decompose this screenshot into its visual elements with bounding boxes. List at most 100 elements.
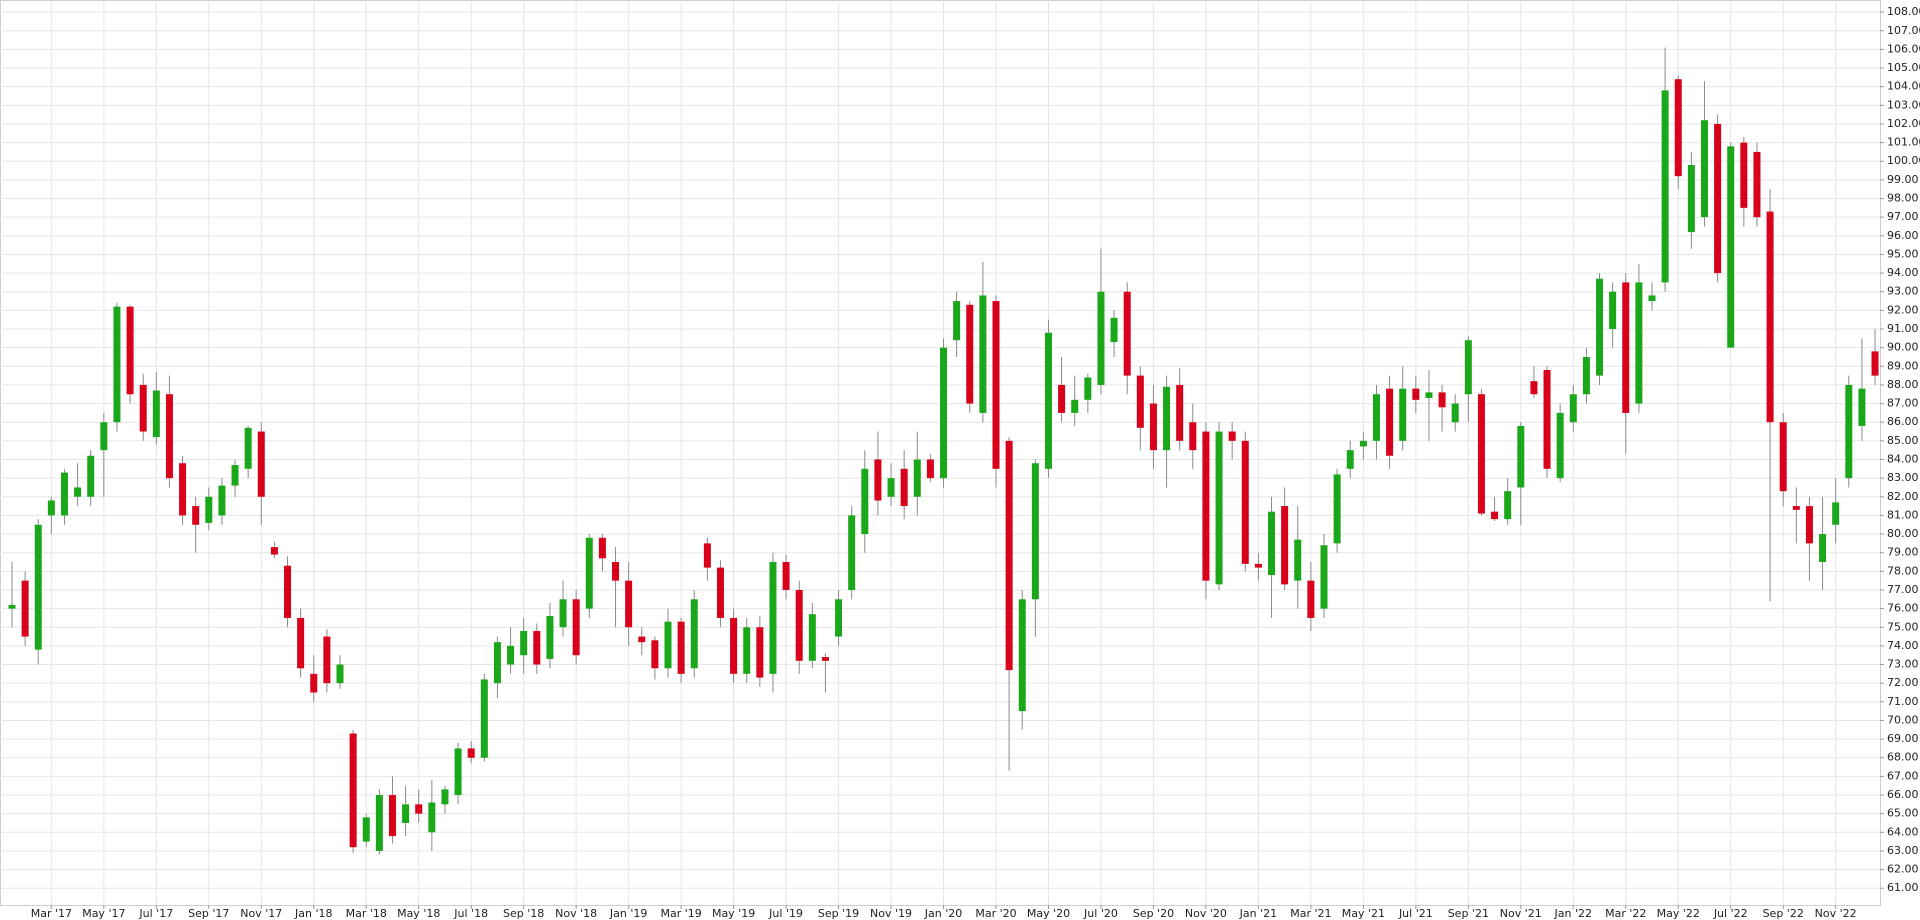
candle-body bbox=[572, 599, 580, 656]
candle-body bbox=[507, 645, 515, 665]
candle-body bbox=[1727, 146, 1735, 348]
x-tick-label: Jan '19 bbox=[609, 907, 647, 920]
candle-body bbox=[165, 394, 173, 479]
y-tick-label: 70.00 bbox=[1887, 713, 1919, 726]
x-tick-label: Mar '17 bbox=[31, 907, 72, 920]
x-tick-label: May '22 bbox=[1657, 907, 1700, 920]
y-tick-label: 73.00 bbox=[1887, 658, 1919, 671]
candle-body bbox=[1005, 440, 1013, 671]
candle-body bbox=[743, 627, 751, 674]
candle-body bbox=[1582, 356, 1590, 395]
y-tick-label: 107.00 bbox=[1887, 24, 1920, 37]
y-tick-label: 82.00 bbox=[1887, 490, 1919, 503]
candle-body bbox=[1044, 332, 1052, 469]
candle-body bbox=[861, 468, 869, 535]
candle-body bbox=[74, 487, 82, 497]
candle-body bbox=[375, 795, 383, 851]
candle-body bbox=[979, 295, 987, 413]
candle-body bbox=[520, 630, 528, 656]
candle-body bbox=[1530, 381, 1538, 395]
x-tick-label: Sep '19 bbox=[818, 907, 859, 920]
candle-body bbox=[703, 543, 711, 568]
candle-body bbox=[1307, 580, 1315, 618]
candle-body bbox=[1176, 384, 1184, 441]
candle-body bbox=[1451, 403, 1459, 423]
y-tick-label: 67.00 bbox=[1887, 769, 1919, 782]
y-tick-label: 71.00 bbox=[1887, 695, 1919, 708]
candle-body bbox=[1832, 502, 1840, 525]
y-tick-label: 62.00 bbox=[1887, 863, 1919, 876]
y-tick-label: 89.00 bbox=[1887, 359, 1919, 372]
candle-body bbox=[1661, 90, 1669, 283]
y-tick-label: 93.00 bbox=[1887, 285, 1919, 298]
candle-body bbox=[1871, 351, 1879, 376]
y-tick-label: 105.00 bbox=[1887, 61, 1920, 74]
candle-body bbox=[821, 657, 829, 661]
candle-body bbox=[769, 562, 777, 674]
candle-body bbox=[87, 455, 95, 497]
candle-body bbox=[1189, 422, 1197, 451]
x-tick-label: Sep '20 bbox=[1133, 907, 1174, 920]
candle-body bbox=[270, 547, 278, 555]
candle-body bbox=[795, 589, 803, 661]
x-tick-label: Jul '19 bbox=[768, 907, 803, 920]
x-tick-label: May '18 bbox=[397, 907, 440, 920]
y-tick-label: 83.00 bbox=[1887, 471, 1919, 484]
y-tick-label: 77.00 bbox=[1887, 583, 1919, 596]
candle-body bbox=[1477, 394, 1485, 514]
candle-body bbox=[782, 562, 790, 590]
candle-body bbox=[1386, 388, 1394, 456]
candle-body bbox=[1228, 431, 1236, 441]
candle-body bbox=[1110, 317, 1118, 343]
y-tick-label: 102.00 bbox=[1887, 117, 1920, 130]
x-tick-label: Mar '19 bbox=[660, 907, 701, 920]
candle-body bbox=[1464, 340, 1472, 395]
candle-body bbox=[953, 301, 961, 341]
y-tick-label: 63.00 bbox=[1887, 844, 1919, 857]
candle-body bbox=[192, 506, 200, 525]
candle-body bbox=[467, 748, 475, 758]
candle-body bbox=[664, 621, 672, 669]
candle-body bbox=[1097, 291, 1105, 385]
y-tick-label: 88.00 bbox=[1887, 378, 1919, 391]
candle-body bbox=[651, 640, 659, 669]
candle-body bbox=[428, 802, 436, 833]
candle-body bbox=[1491, 511, 1499, 520]
candle-body bbox=[1123, 291, 1131, 376]
candle-body bbox=[612, 562, 620, 581]
x-tick-label: Jan '21 bbox=[1239, 907, 1277, 920]
y-tick-label: 86.00 bbox=[1887, 415, 1919, 428]
candle-body bbox=[690, 599, 698, 669]
candle-body bbox=[8, 604, 16, 609]
candle-body bbox=[1215, 431, 1223, 585]
y-tick-label: 72.00 bbox=[1887, 676, 1919, 689]
y-tick-label: 90.00 bbox=[1887, 341, 1919, 354]
y-tick-label: 78.00 bbox=[1887, 564, 1919, 577]
candle-body bbox=[559, 599, 567, 628]
y-tick-label: 65.00 bbox=[1887, 807, 1919, 820]
y-tick-label: 94.00 bbox=[1887, 266, 1919, 279]
candle-body bbox=[1596, 278, 1604, 376]
candle-body bbox=[1674, 79, 1682, 177]
candle-body bbox=[21, 580, 29, 637]
x-tick-label: Nov '21 bbox=[1500, 907, 1542, 920]
candle-body bbox=[848, 515, 856, 590]
candle-body bbox=[218, 485, 226, 516]
y-tick-label: 101.00 bbox=[1887, 136, 1920, 149]
candle-body bbox=[598, 537, 606, 559]
candle-body bbox=[874, 459, 882, 501]
x-tick-label: Nov '18 bbox=[555, 907, 597, 920]
candle-body bbox=[638, 636, 646, 643]
candle-body bbox=[323, 636, 331, 684]
y-tick-label: 64.00 bbox=[1887, 825, 1919, 838]
y-tick-label: 76.00 bbox=[1887, 602, 1919, 615]
candle-body bbox=[1084, 377, 1092, 400]
x-tick-label: Jul '22 bbox=[1713, 907, 1748, 920]
candle-body bbox=[1031, 463, 1039, 600]
candle-body bbox=[1399, 388, 1407, 441]
candle-body bbox=[1517, 425, 1525, 488]
x-tick-label: May '21 bbox=[1342, 907, 1385, 920]
y-tick-label: 74.00 bbox=[1887, 639, 1919, 652]
candle-body bbox=[835, 599, 843, 637]
